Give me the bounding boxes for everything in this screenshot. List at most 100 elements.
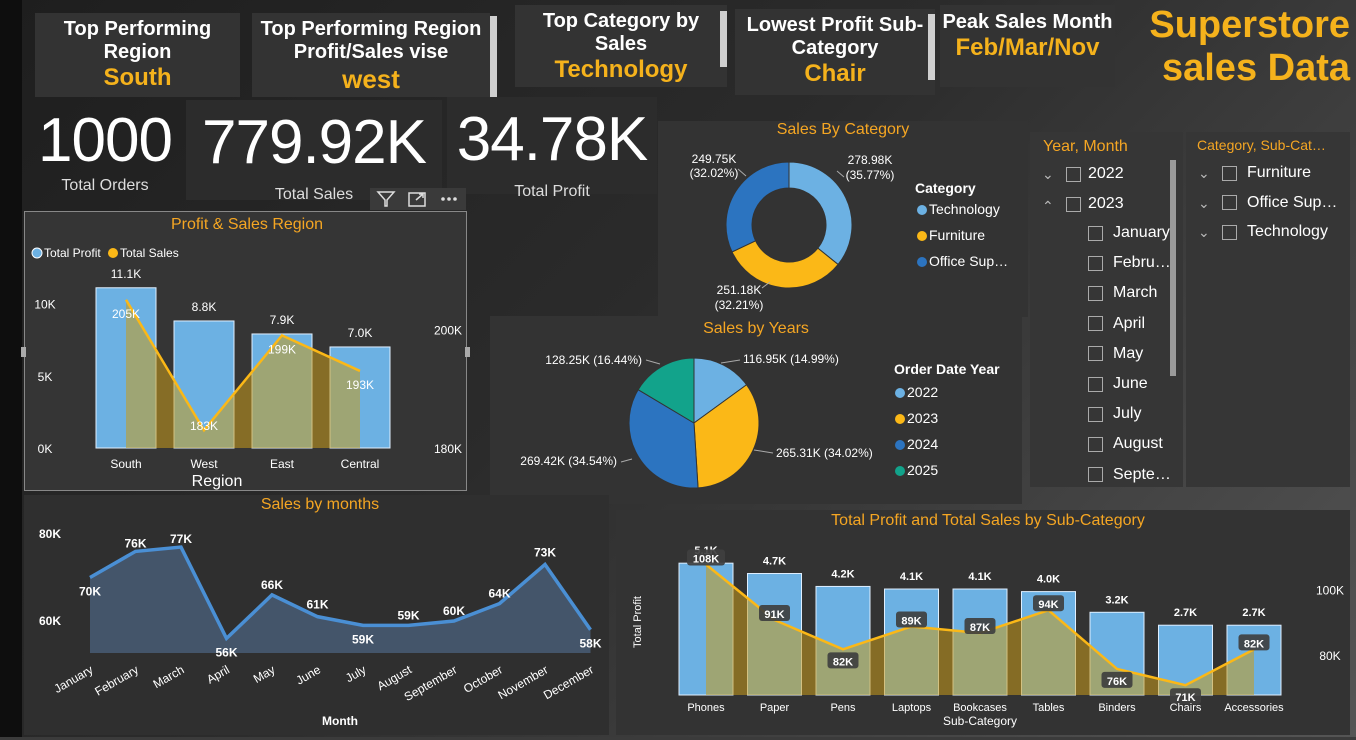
slice-data-label: 249.75K bbox=[692, 152, 737, 166]
checkbox[interactable] bbox=[1222, 165, 1237, 181]
total-orders-label: Total Orders bbox=[61, 177, 149, 194]
slicer-item-label: 2022 bbox=[1088, 165, 1124, 182]
total-sales-card: 779.92K Total Sales bbox=[186, 100, 442, 203]
category-slice bbox=[725, 161, 790, 253]
slicer-month-item[interactable]: Septe… bbox=[1088, 466, 1171, 484]
total-profit-value: 34.78K bbox=[456, 105, 649, 174]
year-slice bbox=[628, 389, 699, 489]
category-chart-panel[interactable]: Sales By Category Category 278.98K (35.77… bbox=[658, 121, 1028, 317]
sales-data-label-bg bbox=[964, 618, 996, 635]
checkbox[interactable] bbox=[1088, 316, 1103, 332]
sales-data-label: 193K bbox=[346, 378, 374, 392]
chart-title: Sales by Years bbox=[703, 320, 809, 337]
chevron-down-icon[interactable]: ⌄ bbox=[1198, 224, 1210, 240]
kpi-card-top-region: Top Performing Region South bbox=[35, 13, 240, 97]
kpi-title: Lowest Profit Sub- Category bbox=[746, 14, 924, 59]
x-tick-label: Laptops bbox=[892, 702, 932, 714]
month-data-label: 60K bbox=[443, 604, 465, 618]
slice-data-label: 278.98K bbox=[848, 153, 893, 167]
legend-title: Category bbox=[915, 180, 976, 196]
x-axis-title: Region bbox=[192, 473, 243, 490]
slicer-scrollbar[interactable] bbox=[1170, 160, 1176, 376]
sales-data-label-bg bbox=[896, 611, 927, 628]
checkbox[interactable] bbox=[1066, 196, 1081, 212]
checkbox[interactable] bbox=[1088, 436, 1103, 452]
x-tick-label: April bbox=[204, 662, 232, 686]
checkbox[interactable] bbox=[1088, 285, 1103, 301]
months-chart-panel[interactable]: Sales by months Month 60K 80K 70K January 76… bbox=[24, 495, 609, 735]
month-data-label: 59K bbox=[352, 632, 374, 646]
scrollbar[interactable] bbox=[928, 14, 935, 80]
chevron-up-icon[interactable]: ⌃ bbox=[1042, 198, 1054, 214]
leader-line bbox=[836, 170, 845, 178]
year-slice bbox=[637, 357, 695, 424]
resize-handle[interactable] bbox=[465, 347, 470, 357]
resize-handle[interactable] bbox=[21, 347, 26, 357]
slicer-month-item[interactable]: January bbox=[1088, 224, 1170, 242]
slicer-category-item[interactable]: ⌄ Furniture bbox=[1198, 164, 1311, 182]
checkbox[interactable] bbox=[1088, 376, 1103, 392]
legend-label: Technology bbox=[929, 201, 1000, 217]
slicer-category-item[interactable]: ⌄ Technology bbox=[1198, 223, 1328, 241]
slice-pct-label: (35.77%) bbox=[846, 168, 895, 182]
category-slice bbox=[731, 240, 839, 289]
slicer-month-item[interactable]: April bbox=[1088, 315, 1145, 333]
profit-data-label: 11.1K bbox=[111, 267, 141, 281]
years-chart-panel[interactable]: Sales by Years Order Date Year 116.95K (… bbox=[490, 316, 1022, 504]
checkbox[interactable] bbox=[1222, 224, 1237, 240]
slicer-item-label: Febru… bbox=[1113, 254, 1171, 272]
kpi-title: Peak Sales Month bbox=[942, 11, 1113, 33]
kpi-value: Feb/Mar/Nov bbox=[955, 34, 1100, 61]
total-sales-label: Total Sales bbox=[274, 186, 354, 203]
profit-data-label: 4.7K bbox=[763, 556, 786, 568]
filter-icon[interactable] bbox=[376, 190, 396, 208]
slicer-category-item[interactable]: ⌄ Office Sup… bbox=[1198, 194, 1337, 212]
month-data-label: 59K bbox=[397, 608, 419, 622]
chevron-down-icon[interactable]: ⌄ bbox=[1198, 165, 1210, 181]
slicer-month-item[interactable]: May bbox=[1088, 345, 1143, 363]
x-tick-label: Paper bbox=[760, 702, 790, 714]
checkbox[interactable] bbox=[1088, 255, 1103, 271]
kpi-value: South bbox=[103, 64, 172, 91]
more-options-icon[interactable] bbox=[438, 190, 460, 208]
month-data-label: 61K bbox=[306, 598, 328, 612]
slicer-item-label: Furniture bbox=[1247, 164, 1312, 181]
left-edge bbox=[0, 0, 22, 737]
checkbox[interactable] bbox=[1066, 166, 1081, 182]
slicer-year-2023[interactable]: ⌃ 2023 bbox=[1042, 195, 1124, 214]
slicer-month-item[interactable]: March bbox=[1088, 284, 1157, 302]
scrollbar[interactable] bbox=[490, 16, 497, 102]
category-slicer[interactable]: Category, Sub-Cat… ⌄ Furniture ⌄ Office Sup… bbox=[1186, 132, 1350, 487]
x-tick-label: Tables bbox=[1033, 702, 1065, 714]
slicer-month-item[interactable]: June bbox=[1088, 375, 1148, 393]
legend-label: 2025 bbox=[907, 462, 938, 478]
year-month-slicer[interactable]: Year, Month ⌄ 2022 ⌃ 2023 January Febru… M… bbox=[1030, 132, 1183, 487]
slicer-month-item[interactable]: August bbox=[1088, 435, 1163, 453]
scrollbar[interactable] bbox=[720, 11, 727, 67]
month-data-label: 76K bbox=[124, 536, 146, 550]
sales-data-label: 183K bbox=[190, 419, 218, 433]
slicer-month-item[interactable]: July bbox=[1088, 405, 1141, 423]
x-tick-label: March bbox=[151, 662, 187, 691]
slicer-item-label: June bbox=[1113, 375, 1148, 392]
sales-area bbox=[126, 299, 360, 448]
sales-data-label: 82K bbox=[1244, 638, 1264, 650]
profit-data-label: 2.7K bbox=[1174, 607, 1197, 619]
slicer-item-label: Technology bbox=[1247, 223, 1328, 240]
checkbox[interactable] bbox=[1222, 195, 1237, 210]
chevron-down-icon[interactable]: ⌄ bbox=[1198, 194, 1210, 211]
chevron-down-icon[interactable]: ⌄ bbox=[1042, 166, 1054, 182]
slicer-month-item[interactable]: Febru… bbox=[1088, 254, 1171, 272]
x-tick-label: Accessories bbox=[1224, 702, 1284, 714]
checkbox[interactable] bbox=[1088, 346, 1103, 362]
region-chart-panel[interactable]: Profit & Sales Region Total Profit Total… bbox=[21, 211, 470, 491]
checkbox[interactable] bbox=[1088, 406, 1103, 422]
y-tick-label: 60K bbox=[39, 614, 61, 628]
focus-mode-icon[interactable] bbox=[407, 190, 427, 208]
x-tick-label: November bbox=[496, 662, 551, 702]
slicer-year-2022[interactable]: ⌄ 2022 bbox=[1042, 165, 1124, 183]
subcategory-chart-panel[interactable]: Total Profit and Total Sales by Sub-Cate… bbox=[616, 510, 1350, 735]
checkbox[interactable] bbox=[1088, 225, 1103, 241]
kpi-title: Top Category by Sales bbox=[542, 10, 700, 55]
checkbox[interactable] bbox=[1088, 467, 1103, 483]
